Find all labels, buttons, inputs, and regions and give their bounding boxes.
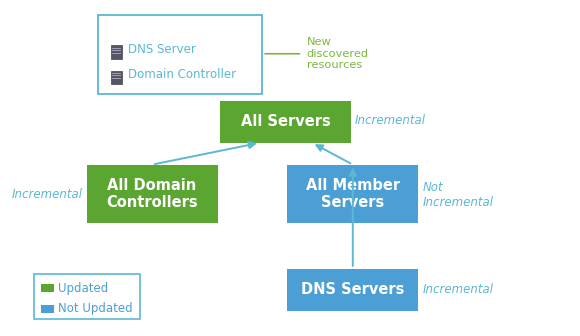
FancyBboxPatch shape <box>287 269 418 311</box>
Text: Incremental: Incremental <box>422 283 493 296</box>
Text: Not
Incremental: Not Incremental <box>422 181 493 209</box>
FancyBboxPatch shape <box>111 45 122 59</box>
Text: DNS Servers: DNS Servers <box>301 282 404 297</box>
FancyBboxPatch shape <box>34 274 140 319</box>
Text: New
discovered
resources: New discovered resources <box>307 37 369 70</box>
Text: Updated: Updated <box>58 282 108 295</box>
FancyBboxPatch shape <box>220 101 351 143</box>
FancyBboxPatch shape <box>41 284 54 292</box>
Text: DNS Server: DNS Server <box>128 43 196 56</box>
Text: Incremental: Incremental <box>12 188 83 201</box>
Text: Incremental: Incremental <box>354 115 425 127</box>
FancyBboxPatch shape <box>41 305 54 312</box>
FancyBboxPatch shape <box>287 165 418 223</box>
Text: All Servers: All Servers <box>241 114 331 129</box>
Text: All Member
Servers: All Member Servers <box>306 178 400 210</box>
Text: Domain Controller: Domain Controller <box>128 69 237 81</box>
FancyBboxPatch shape <box>86 165 218 223</box>
FancyBboxPatch shape <box>111 71 122 84</box>
Text: Not Updated: Not Updated <box>58 302 133 316</box>
FancyBboxPatch shape <box>97 15 262 94</box>
Text: All Domain
Controllers: All Domain Controllers <box>106 178 198 210</box>
